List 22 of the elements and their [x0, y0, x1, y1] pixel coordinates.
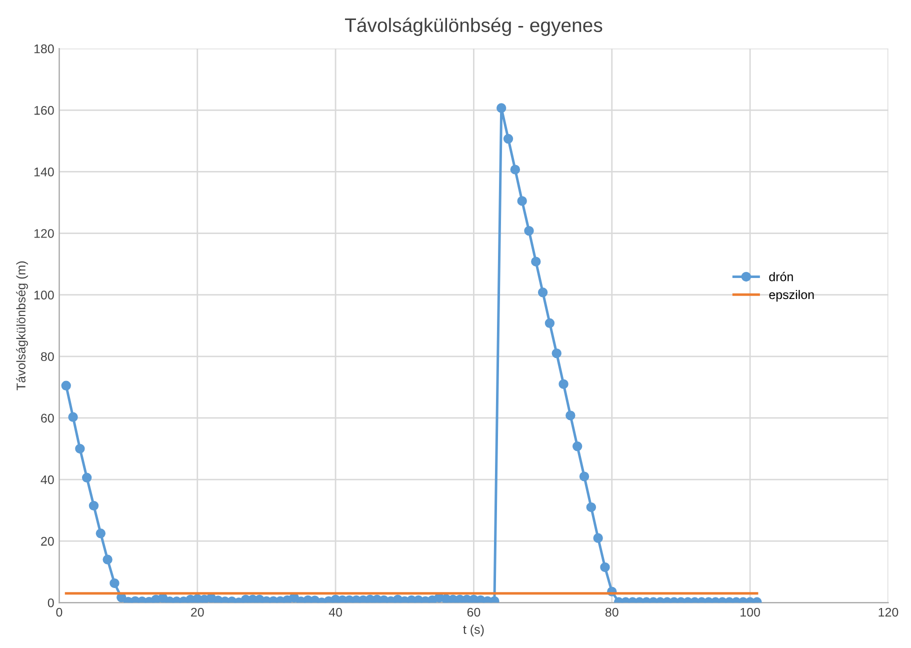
y-axis-title: Távolságkülönbség (m)	[16, 261, 28, 390]
x-tick-label: 0	[56, 608, 62, 617]
x-tick-label: 100	[740, 608, 760, 617]
chart-title: Távolságkülönbség - egyenes	[344, 18, 602, 36]
x-tick-label: 120	[878, 608, 898, 617]
legend-label: drón	[769, 272, 793, 282]
y-tick-label: 0	[48, 598, 54, 608]
y-tick-label: 100	[34, 290, 54, 300]
x-tick-label: 80	[605, 608, 618, 617]
y-tick-label: 140	[34, 168, 54, 176]
y-tick-label: 20	[41, 536, 54, 546]
x-tick-label: 40	[328, 608, 342, 617]
y-tick-label: 80	[40, 352, 54, 362]
x-tick-label: 20	[191, 608, 204, 617]
x-axis-title: t (s)	[463, 624, 484, 636]
y-tick-label: 40	[40, 475, 54, 484]
x-tick-label: 60	[467, 608, 480, 617]
y-tick-label: 180	[34, 44, 54, 54]
y-tick-label: 160	[34, 106, 54, 115]
y-tick-label: 60	[41, 414, 54, 423]
y-tick-label: 120	[34, 229, 54, 238]
legend-label: epszilon	[769, 290, 814, 302]
